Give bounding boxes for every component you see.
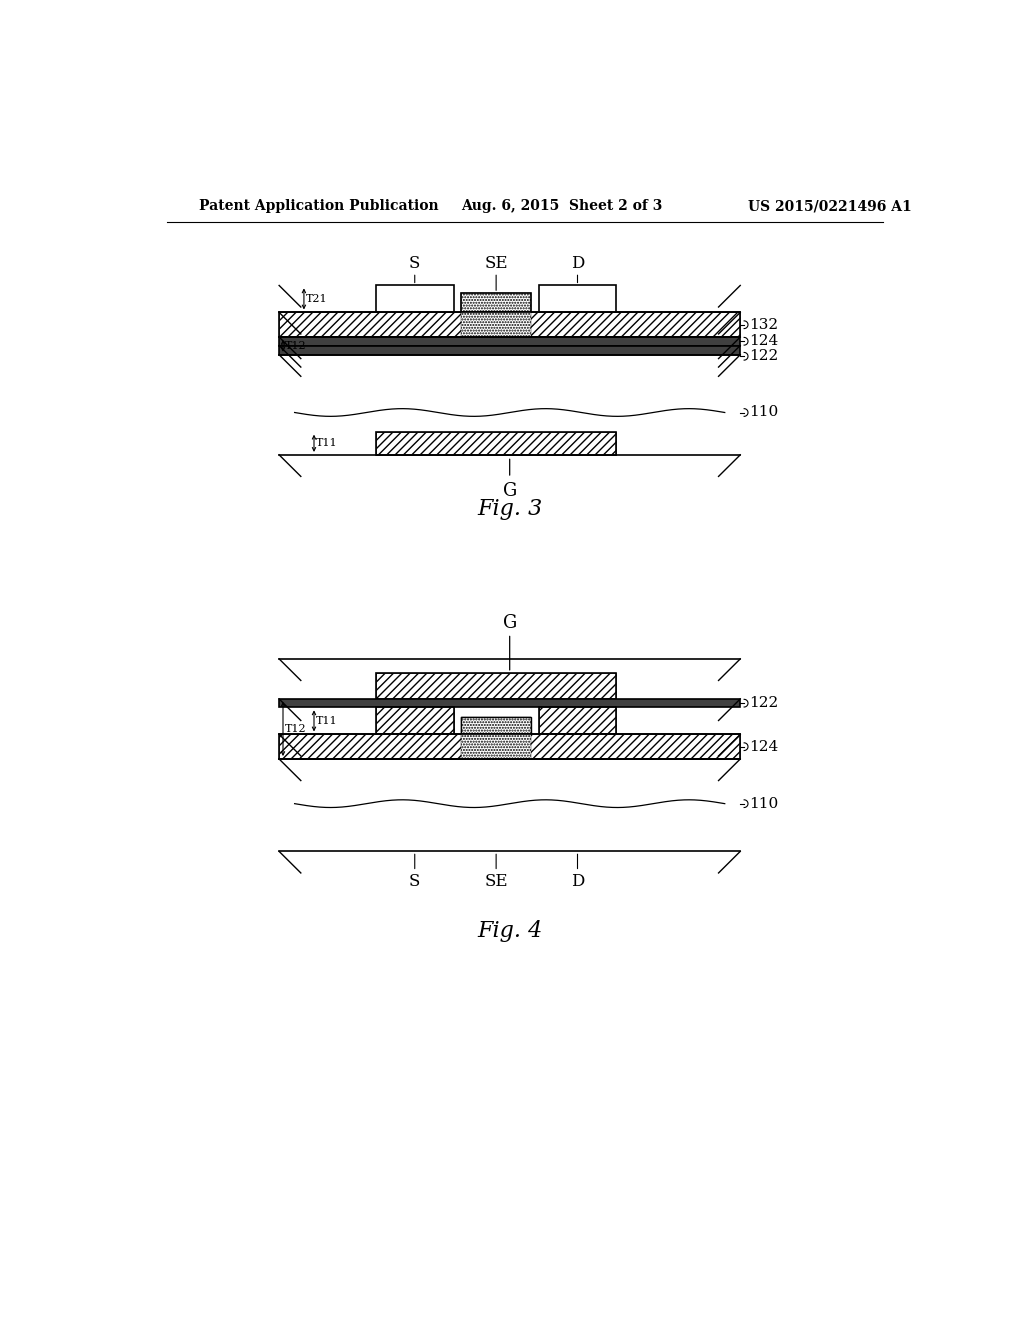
Text: T12: T12	[286, 723, 307, 734]
Text: Fig. 4: Fig. 4	[477, 920, 543, 941]
Bar	[376, 708, 454, 734]
Text: SE: SE	[484, 873, 508, 890]
Text: Fig. 3: Fig. 3	[477, 498, 543, 520]
Text: SE: SE	[484, 255, 508, 272]
Text: 110: 110	[750, 797, 779, 810]
Text: 110: 110	[750, 405, 779, 420]
Bar	[280, 313, 740, 337]
Bar	[376, 432, 616, 455]
Text: US 2015/0221496 A1: US 2015/0221496 A1	[748, 199, 911, 213]
Text: G: G	[503, 482, 517, 500]
Text: 132: 132	[750, 318, 778, 331]
Bar	[461, 734, 531, 759]
Text: Aug. 6, 2015  Sheet 2 of 3: Aug. 6, 2015 Sheet 2 of 3	[461, 199, 663, 213]
Text: S: S	[409, 255, 421, 272]
Bar	[376, 673, 616, 700]
Bar	[280, 700, 740, 708]
Text: D: D	[570, 873, 584, 890]
Bar	[280, 734, 740, 759]
Bar	[461, 734, 531, 759]
Bar	[539, 285, 616, 313]
Bar	[376, 432, 616, 455]
Bar	[539, 708, 616, 734]
Bar	[461, 717, 531, 734]
Text: T12: T12	[286, 341, 307, 351]
Text: Patent Application Publication: Patent Application Publication	[200, 199, 439, 213]
Text: G: G	[503, 614, 517, 632]
Text: 122: 122	[750, 696, 779, 710]
Bar	[376, 285, 454, 313]
Bar	[461, 313, 531, 337]
Bar	[461, 293, 531, 313]
Bar	[461, 313, 531, 337]
Bar	[280, 346, 740, 355]
Text: D: D	[570, 255, 584, 272]
Bar	[376, 708, 454, 734]
Text: 124: 124	[750, 739, 779, 754]
Bar	[280, 734, 740, 759]
Text: 122: 122	[750, 350, 779, 363]
Text: S: S	[409, 873, 421, 890]
Text: 124: 124	[750, 334, 779, 348]
Bar	[461, 717, 531, 734]
Text: T11: T11	[316, 438, 338, 449]
Bar	[461, 293, 531, 313]
Bar	[280, 337, 740, 346]
Text: T11: T11	[316, 715, 338, 726]
Bar	[376, 673, 616, 700]
Text: T21: T21	[306, 294, 328, 304]
Bar	[539, 708, 616, 734]
Bar	[280, 313, 740, 337]
